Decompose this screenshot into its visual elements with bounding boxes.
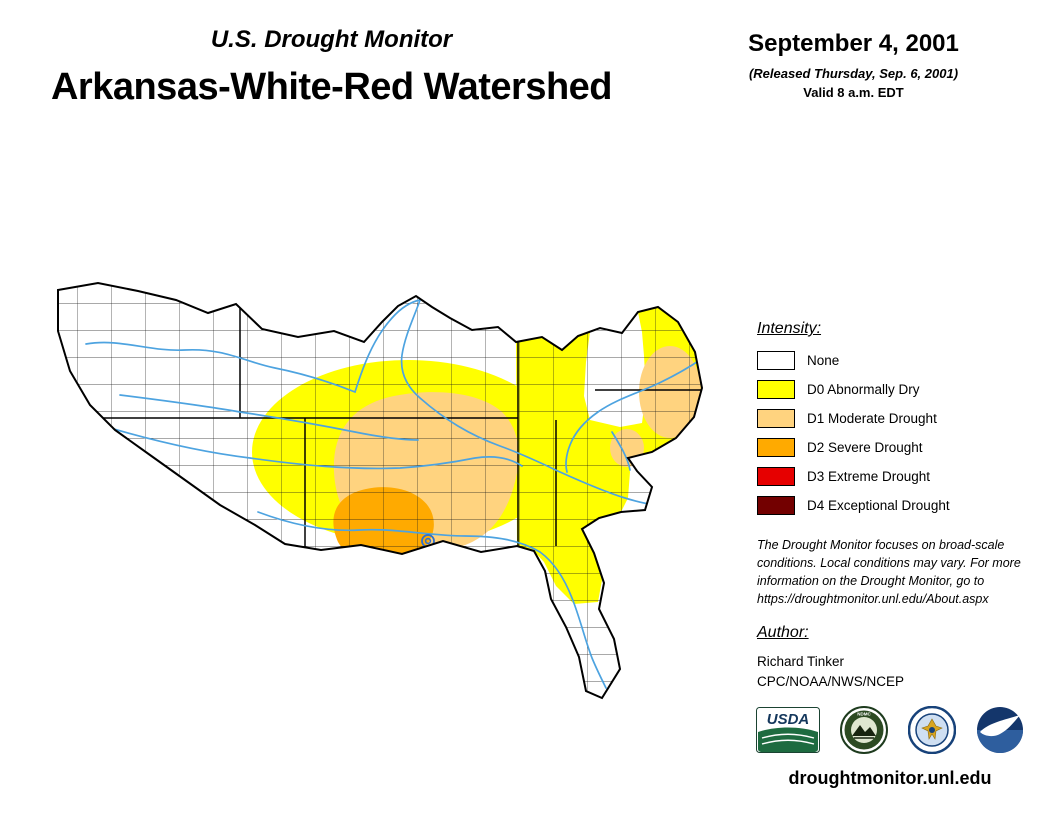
rivers [85, 298, 701, 689]
ndmc-logo-icon: NDMC [840, 706, 888, 754]
legend-row: D3 Extreme Drought [757, 467, 950, 486]
legend-swatch-d1 [757, 409, 795, 428]
agency-logos: USDA NDMC [756, 706, 1024, 754]
legend-label-d3: D3 Extreme Drought [807, 469, 931, 484]
legend-swatch-d3 [757, 467, 795, 486]
legend-swatch-d2 [757, 438, 795, 457]
legend-row: D2 Severe Drought [757, 438, 950, 457]
usda-logo-text: USDA [767, 711, 810, 728]
legend-label-d1: D1 Moderate Drought [807, 411, 937, 426]
commerce-seal-icon [908, 706, 956, 754]
author-org: CPC/NOAA/NWS/NCEP [757, 674, 905, 689]
legend-row: D1 Moderate Drought [757, 409, 950, 428]
author-heading: Author: [757, 624, 809, 641]
page-title: Arkansas-White-Red Watershed [50, 66, 613, 108]
date-block: September 4, 2001 (Released Thursday, Se… [716, 30, 991, 100]
author-block: Author: Richard Tinker CPC/NOAA/NWS/NCEP [757, 624, 904, 689]
legend-label-none: None [807, 353, 840, 368]
program-title: U.S. Drought Monitor [210, 26, 453, 53]
legend-heading: Intensity: [757, 320, 822, 337]
legend-label-d0: D0 Abnormally Dry [807, 382, 920, 397]
legend-label-d4: D4 Exceptional Drought [807, 498, 950, 513]
disclaimer-text: The Drought Monitor focuses on broad-sca… [757, 538, 1021, 606]
map-date: September 4, 2001 [748, 30, 959, 57]
watershed-map-svg [57, 281, 704, 700]
ndmc-logo-text: NDMC [857, 712, 871, 717]
lake-east [640, 512, 650, 526]
legend-label-d2: D2 Severe Drought [807, 440, 923, 455]
title-block: U.S. Drought Monitor Arkansas-White-Red … [4, 26, 659, 109]
legend-swatch-d0 [757, 380, 795, 399]
legend-swatch-none [757, 351, 795, 370]
valid-time: Valid 8 a.m. EDT [803, 85, 904, 100]
author-name: Richard Tinker [757, 654, 845, 669]
released-date: (Released Thursday, Sep. 6, 2001) [748, 66, 959, 81]
legend: Intensity: None D0 Abnormally Dry D1 Mod… [757, 320, 950, 525]
legend-row: D4 Exceptional Drought [757, 496, 950, 515]
noaa-logo-icon [977, 707, 1023, 753]
legend-row: None [757, 351, 950, 370]
watershed-outline [57, 281, 704, 700]
drought-map [40, 253, 730, 711]
county-grid [58, 283, 702, 698]
usda-logo-icon: USDA [756, 707, 820, 753]
legend-swatch-d4 [757, 496, 795, 515]
legend-row: D0 Abnormally Dry [757, 380, 950, 399]
site-url: droughtmonitor.unl.edu [788, 768, 992, 788]
